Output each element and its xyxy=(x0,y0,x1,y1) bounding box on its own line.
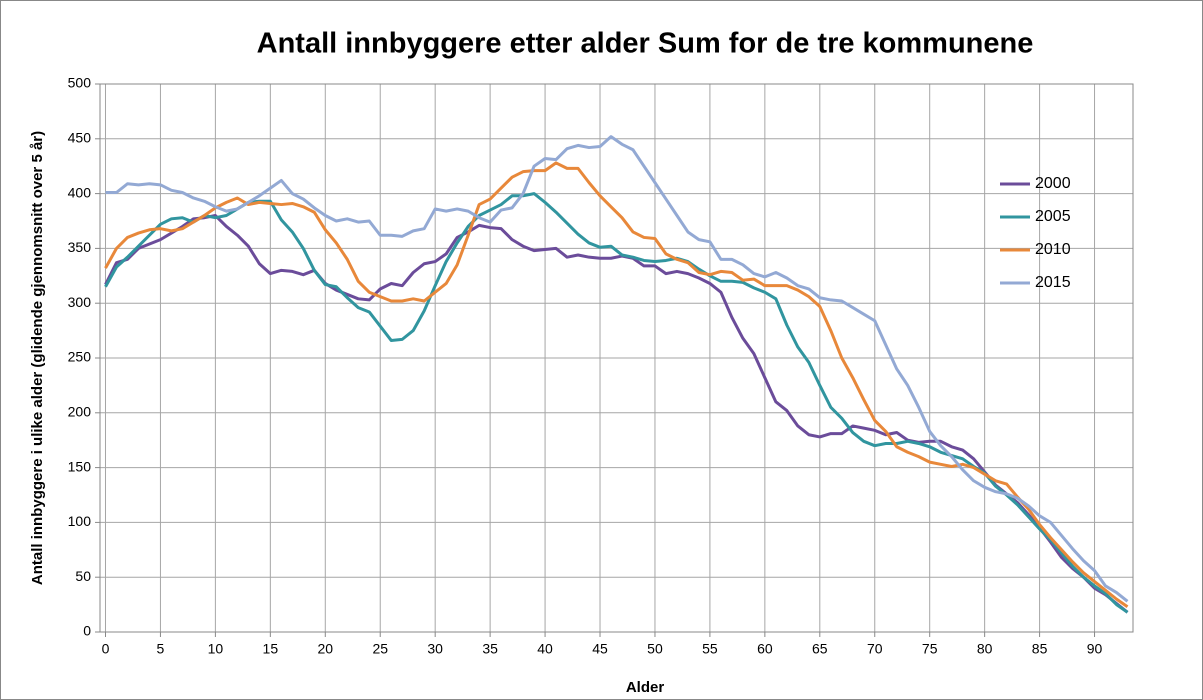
legend-label: 2015 xyxy=(1035,274,1071,291)
chart-title: Antall innbyggere etter alder Sum for de… xyxy=(257,28,1034,60)
y-tick-label: 0 xyxy=(83,623,91,639)
legend-label: 2000 xyxy=(1035,175,1071,192)
y-tick-label: 150 xyxy=(68,458,92,474)
y-axis-title: Antall innbyggere i ulike alder (glidend… xyxy=(29,131,46,585)
x-tick-label: 45 xyxy=(592,641,608,657)
y-tick-label: 400 xyxy=(68,184,92,200)
x-tick-label: 35 xyxy=(482,641,498,657)
x-axis-title: Alder xyxy=(626,679,665,696)
y-tick-label: 100 xyxy=(68,513,92,529)
x-tick-label: 0 xyxy=(102,641,110,657)
x-tick-label: 40 xyxy=(537,641,553,657)
x-tick-label: 90 xyxy=(1087,641,1103,657)
legend-label: 2005 xyxy=(1035,208,1071,225)
y-tick-label: 500 xyxy=(68,75,92,91)
x-tick-label: 75 xyxy=(922,641,938,657)
series-line xyxy=(104,214,1129,614)
x-tick-label: 30 xyxy=(427,641,443,657)
x-tick-label: 80 xyxy=(977,641,993,657)
legend-label: 2010 xyxy=(1035,241,1071,258)
x-tick-label: 85 xyxy=(1032,641,1048,657)
y-tick-label: 450 xyxy=(68,130,92,146)
x-tick-label: 60 xyxy=(757,641,773,657)
x-tick-label: 20 xyxy=(317,641,333,657)
y-tick-label: 200 xyxy=(68,404,92,420)
x-tick-label: 10 xyxy=(208,641,224,657)
y-tick-label: 250 xyxy=(68,349,92,365)
x-tick-label: 5 xyxy=(157,641,165,657)
series-line xyxy=(105,135,1129,603)
plot-border xyxy=(99,83,1134,633)
x-tick-label: 15 xyxy=(263,641,279,657)
x-tick-label: 50 xyxy=(647,641,663,657)
x-tick-label: 55 xyxy=(702,641,718,657)
y-tick-label: 300 xyxy=(68,294,92,310)
y-tick-label: 350 xyxy=(68,239,92,255)
x-tick-label: 70 xyxy=(867,641,883,657)
y-tick-label: 50 xyxy=(75,568,91,584)
x-tick-label: 65 xyxy=(812,641,828,657)
series-line xyxy=(104,192,1129,614)
x-tick-label: 25 xyxy=(372,641,388,657)
